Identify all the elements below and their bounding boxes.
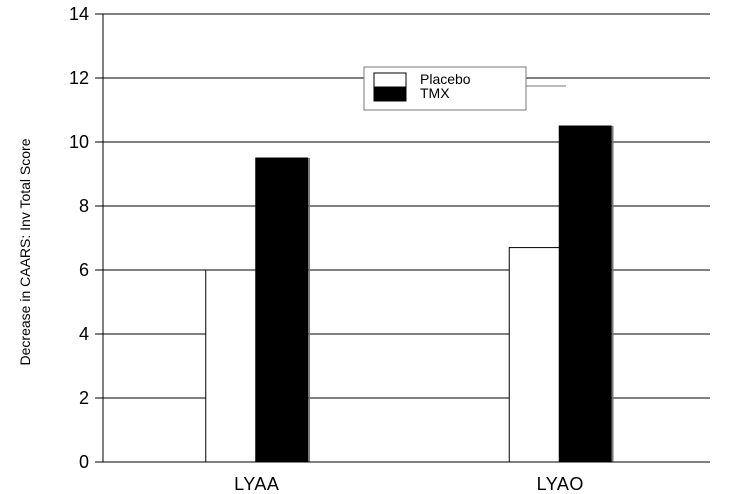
y-tick-label: 14: [69, 4, 89, 24]
y-tick-label: 0: [79, 452, 89, 472]
y-tick-label: 8: [79, 196, 89, 216]
bar-tmx-lyaa: [255, 157, 309, 463]
y-axis-label: Decrease in CAARS: Inv Total Score: [17, 138, 33, 365]
bars: [205, 125, 614, 463]
y-tick-label: 2: [79, 388, 89, 408]
bar-placebo-lyao: [508, 247, 562, 463]
y-tick-label: 4: [79, 324, 89, 344]
legend-label-placebo: Placebo: [420, 71, 471, 87]
y-tick-label: 12: [69, 68, 89, 88]
legend-swatch-tmx: [373, 86, 407, 102]
legend-label-tmx: TMX: [420, 85, 450, 101]
x-category-label: LYAA: [234, 474, 279, 494]
y-tick-labels: 0 2 4 6 8 10 12 14: [69, 4, 89, 472]
axes: [95, 13, 710, 463]
x-category-labels: LYAA LYAO: [234, 474, 584, 494]
legend-swatch-placebo: [373, 72, 407, 88]
y-tick-label: 10: [69, 132, 89, 152]
bar-placebo-lyaa: [205, 269, 259, 463]
x-category-label: LYAO: [537, 474, 584, 494]
y-tick-label: 6: [79, 260, 89, 280]
bar-tmx-lyao: [558, 125, 612, 463]
